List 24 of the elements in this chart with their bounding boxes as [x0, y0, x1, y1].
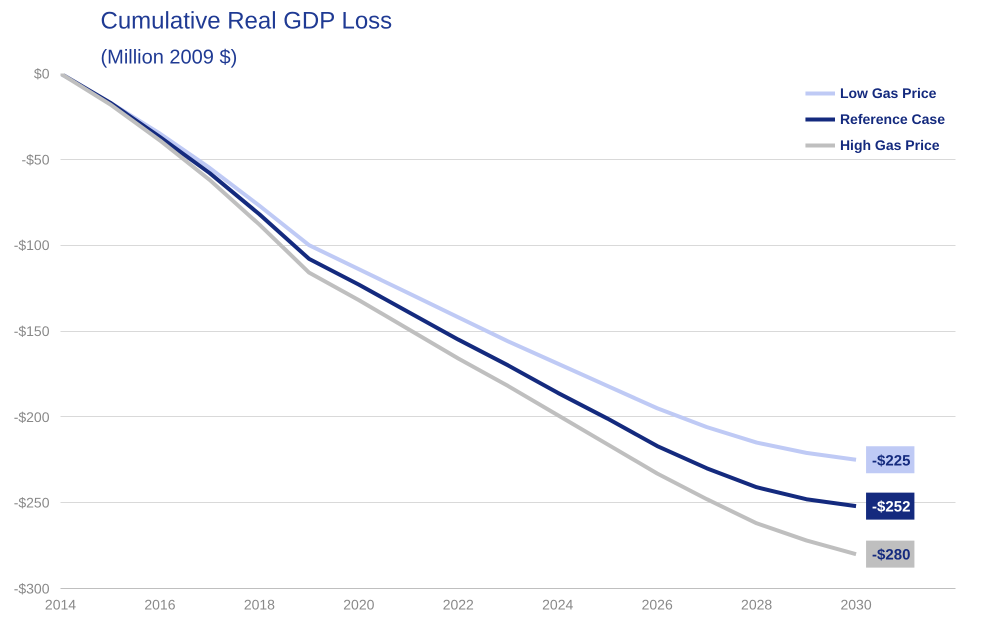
y-tick-label: $0: [34, 66, 50, 82]
chart-subtitle: (Million 2009 $): [100, 46, 238, 68]
x-tick-label: 2018: [244, 596, 276, 612]
x-tick-label: 2014: [44, 596, 76, 612]
x-tick-label: 2024: [542, 596, 574, 612]
legend-label: High Gas Price: [840, 137, 940, 153]
chart-title: Cumulative Real GDP Loss: [100, 8, 392, 34]
data-label: -$280: [872, 546, 910, 564]
y-tick-label: -$250: [14, 494, 50, 511]
x-tick-label: 2026: [642, 596, 673, 612]
y-tick-label: -$150: [14, 323, 50, 339]
y-tick-label: -$100: [14, 237, 50, 254]
x-tick-label: 2022: [442, 596, 474, 612]
y-tick-label: -$50: [21, 151, 50, 168]
y-tick-label: -$300: [14, 580, 50, 596]
data-label: -$252: [872, 498, 910, 516]
data-label: -$225: [872, 452, 910, 470]
y-tick-label: -$200: [14, 408, 50, 425]
x-tick-label: 2016: [144, 596, 176, 612]
x-tick-label: 2020: [343, 596, 375, 612]
legend-label: Reference Case: [840, 111, 945, 127]
x-tick-label: 2028: [741, 596, 772, 612]
legend-label: Low Gas Price: [840, 85, 936, 101]
x-tick-label: 2030: [840, 596, 872, 612]
